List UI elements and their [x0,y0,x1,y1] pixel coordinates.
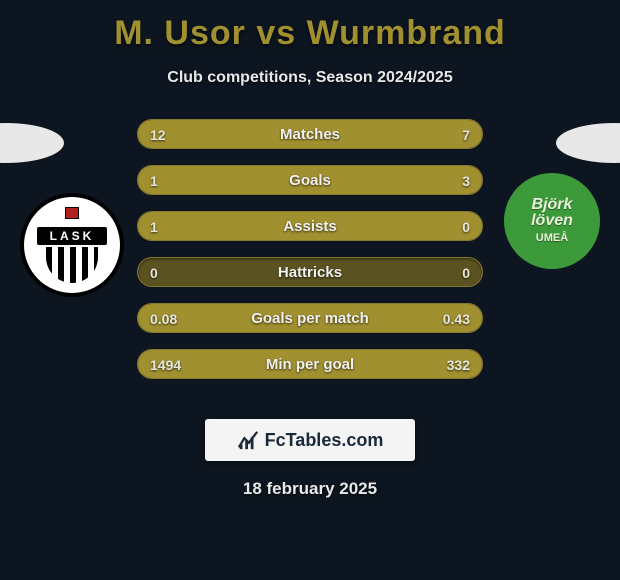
bjork-line2: löven [531,212,573,229]
chart-icon [237,429,259,451]
stat-label: Goals [138,166,482,195]
accent-ellipse-left [0,123,64,163]
lask-crest: LASK [30,203,114,287]
brand-text: FcTables.com [265,430,384,451]
stat-row: 1494332Min per goal [137,349,483,379]
bjork-line3: UMEÅ [536,232,568,244]
page-subtitle: Club competitions, Season 2024/2025 [0,69,620,87]
club-logo-left: LASK [20,193,124,297]
page-title: M. Usor vs Wurmbrand [0,14,620,53]
stat-row: 00Hattricks [137,257,483,287]
brand-badge[interactable]: FcTables.com [205,419,415,461]
stat-label: Hattricks [138,258,482,287]
stats-area: LASK Björk löven UMEÅ 127Matches13Goals1… [0,117,620,397]
bjorkloven-crest-text: Björk löven UMEÅ [531,197,573,245]
lask-band-text: LASK [37,227,107,245]
stat-bars: 127Matches 13Goals 10Assists 00Hattricks 0.0… [137,117,483,379]
stat-label: Min per goal [138,350,482,379]
stat-label: Goals per match [138,304,482,333]
stat-label: Matches [138,120,482,149]
accent-ellipse-right [556,123,620,163]
lask-stripes-icon [46,247,98,283]
stat-row: 10Assists [137,211,483,241]
stat-row: 13Goals [137,165,483,195]
stat-row: 0.080.43Goals per match [137,303,483,333]
bjork-line1: Björk [532,196,573,213]
lask-shield-icon [65,207,79,219]
date-line: 18 february 2025 [0,479,620,499]
stat-label: Assists [138,212,482,241]
club-logo-right: Björk löven UMEÅ [504,173,600,269]
stat-row: 127Matches [137,119,483,149]
comparison-container: M. Usor vs Wurmbrand Club competitions, … [0,0,620,499]
